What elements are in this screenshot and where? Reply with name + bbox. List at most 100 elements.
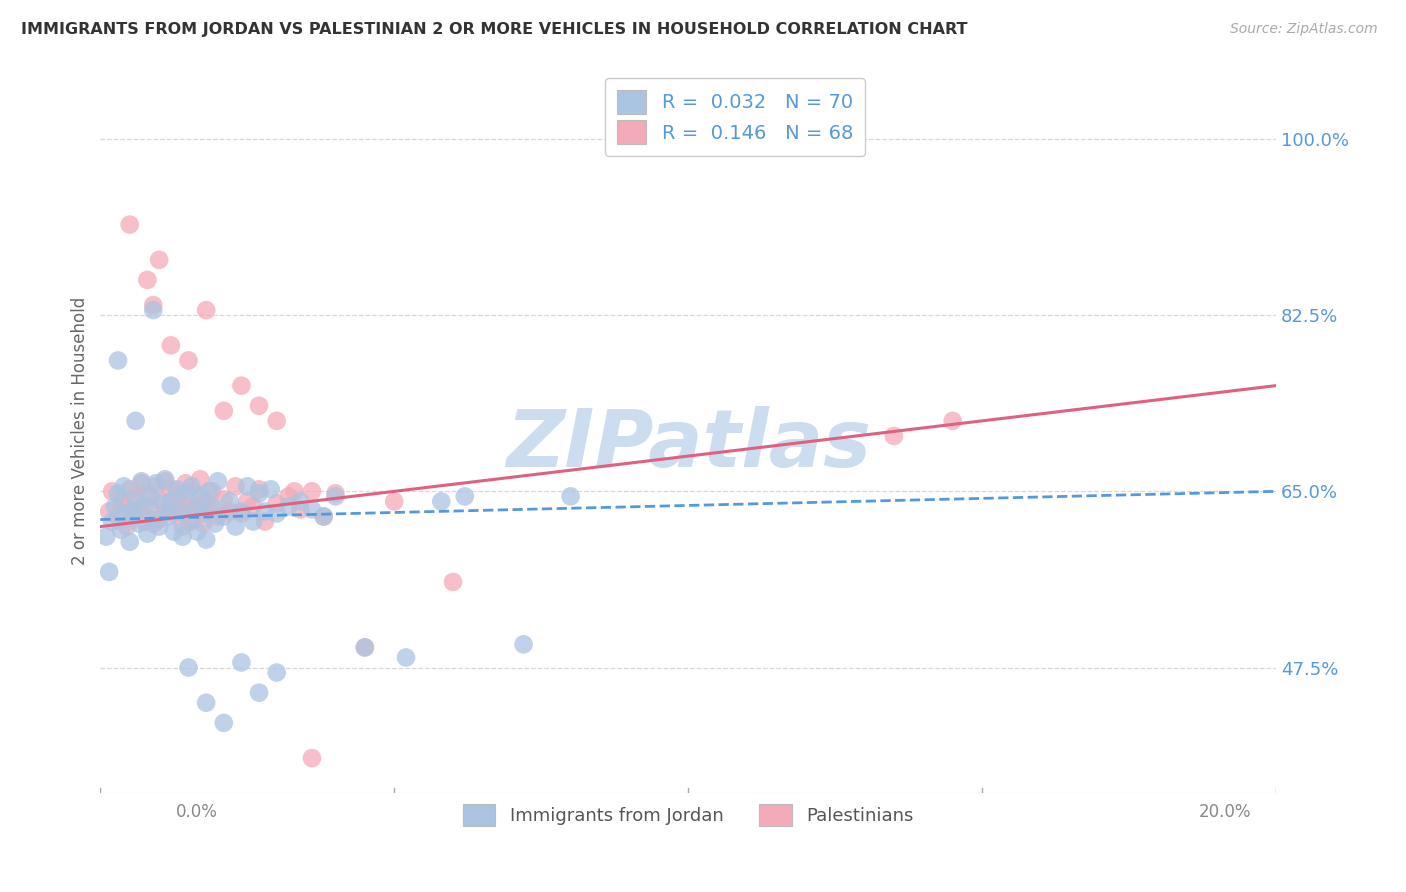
- Point: [153, 475, 176, 489]
- Point: [325, 489, 347, 503]
- Point: [312, 509, 335, 524]
- Point: [188, 489, 211, 503]
- Point: [177, 502, 200, 516]
- Y-axis label: 2 or more Vehicles in Household: 2 or more Vehicles in Household: [72, 297, 89, 565]
- Point: [195, 494, 218, 508]
- Point: [101, 515, 124, 529]
- Point: [107, 353, 129, 368]
- Point: [118, 534, 141, 549]
- Point: [128, 516, 150, 531]
- Point: [260, 483, 283, 497]
- Point: [942, 414, 965, 428]
- Point: [121, 504, 143, 518]
- Point: [153, 472, 176, 486]
- Point: [131, 475, 153, 489]
- Point: [134, 500, 156, 514]
- Point: [198, 484, 221, 499]
- Point: [118, 218, 141, 232]
- Point: [354, 640, 377, 655]
- Point: [142, 303, 165, 318]
- Point: [163, 524, 186, 539]
- Point: [160, 483, 183, 497]
- Point: [277, 500, 299, 514]
- Point: [166, 483, 188, 497]
- Point: [142, 516, 165, 531]
- Point: [107, 486, 129, 500]
- Point: [177, 515, 200, 529]
- Point: [290, 494, 312, 508]
- Point: [101, 484, 124, 499]
- Point: [236, 494, 259, 508]
- Point: [169, 504, 191, 518]
- Point: [266, 507, 288, 521]
- Point: [231, 504, 253, 518]
- Point: [247, 483, 270, 497]
- Text: 20.0%: 20.0%: [1199, 803, 1251, 821]
- Point: [112, 479, 135, 493]
- Point: [253, 515, 276, 529]
- Point: [115, 519, 138, 533]
- Point: [212, 404, 235, 418]
- Point: [142, 512, 165, 526]
- Point: [115, 507, 138, 521]
- Point: [236, 479, 259, 493]
- Point: [131, 476, 153, 491]
- Point: [186, 500, 208, 514]
- Point: [193, 516, 215, 531]
- Point: [148, 512, 170, 526]
- Point: [325, 486, 347, 500]
- Point: [231, 656, 253, 670]
- Point: [242, 500, 264, 514]
- Point: [156, 504, 179, 518]
- Point: [136, 273, 159, 287]
- Point: [195, 303, 218, 318]
- Point: [107, 509, 129, 524]
- Point: [160, 494, 183, 508]
- Point: [148, 519, 170, 533]
- Point: [96, 530, 118, 544]
- Point: [98, 565, 121, 579]
- Point: [198, 502, 221, 516]
- Point: [290, 502, 312, 516]
- Point: [139, 489, 162, 503]
- Text: Source: ZipAtlas.com: Source: ZipAtlas.com: [1230, 22, 1378, 37]
- Point: [204, 516, 226, 531]
- Point: [177, 353, 200, 368]
- Point: [150, 496, 173, 510]
- Point: [247, 399, 270, 413]
- Point: [172, 519, 194, 533]
- Point: [395, 650, 418, 665]
- Point: [150, 494, 173, 508]
- Point: [283, 484, 305, 499]
- Point: [174, 486, 197, 500]
- Point: [354, 640, 377, 655]
- Point: [118, 483, 141, 497]
- Point: [110, 523, 132, 537]
- Point: [212, 715, 235, 730]
- Point: [160, 338, 183, 352]
- Point: [180, 479, 202, 493]
- Point: [183, 486, 205, 500]
- Point: [207, 509, 229, 524]
- Point: [266, 414, 288, 428]
- Point: [560, 489, 582, 503]
- Point: [128, 502, 150, 516]
- Point: [186, 524, 208, 539]
- Point: [156, 509, 179, 524]
- Point: [169, 496, 191, 510]
- Point: [163, 507, 186, 521]
- Point: [266, 665, 288, 680]
- Point: [172, 530, 194, 544]
- Text: IMMIGRANTS FROM JORDAN VS PALESTINIAN 2 OR MORE VEHICLES IN HOUSEHOLD CORRELATIO: IMMIGRANTS FROM JORDAN VS PALESTINIAN 2 …: [21, 22, 967, 37]
- Point: [195, 533, 218, 547]
- Point: [454, 489, 477, 503]
- Point: [180, 515, 202, 529]
- Point: [174, 476, 197, 491]
- Point: [512, 637, 534, 651]
- Text: ZIPatlas: ZIPatlas: [506, 407, 870, 484]
- Point: [177, 660, 200, 674]
- Point: [98, 504, 121, 518]
- Point: [212, 509, 235, 524]
- Point: [225, 479, 247, 493]
- Point: [112, 496, 135, 510]
